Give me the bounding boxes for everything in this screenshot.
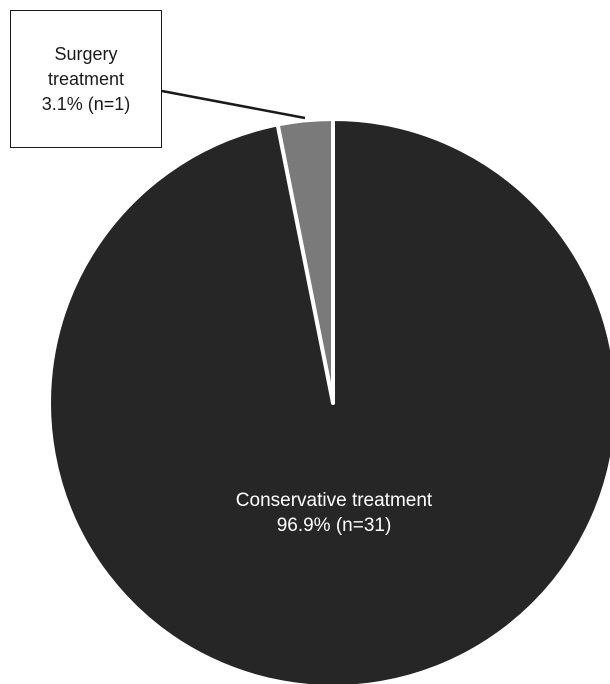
surgery-label-percent: 3.1% (n=1) xyxy=(41,93,131,114)
surgery-callout-box: Surgery treatment 3.1% (n=1) xyxy=(10,10,162,148)
surgery-label-line2: treatment xyxy=(47,68,125,89)
conservative-label-percent: 96.9% (n=31) xyxy=(276,515,392,536)
pie-slice-conservative-treatment xyxy=(47,117,610,684)
callout-leader-line xyxy=(161,89,306,120)
pie-slices xyxy=(47,117,610,684)
surgery-label-line1: Surgery xyxy=(54,43,118,64)
conservative-label-line1: Conservative treatment xyxy=(235,490,433,511)
conservative-slice-label: Conservative treatment 96.9% (n=31) xyxy=(174,488,494,538)
